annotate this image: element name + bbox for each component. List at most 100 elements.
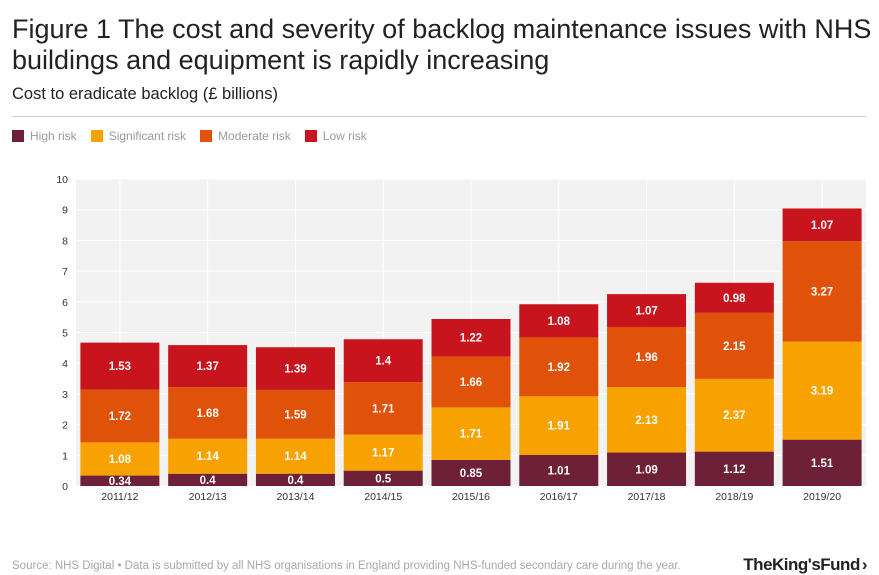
bar-low-risk — [607, 294, 687, 327]
data-label-significant-risk: 1.14 — [196, 451, 219, 463]
data-label-moderate-risk: 1.72 — [109, 411, 131, 423]
bar-low-risk — [782, 208, 862, 242]
data-label-high-risk: 0.34 — [109, 476, 132, 488]
data-label-moderate-risk: 1.68 — [196, 408, 219, 420]
bar-significant-risk — [782, 341, 862, 440]
bar-moderate-risk — [80, 389, 160, 443]
x-tick-label: 2012/13 — [189, 491, 227, 503]
x-tick-label: 2014/15 — [364, 491, 402, 503]
data-label-low-risk: 1.07 — [811, 220, 833, 232]
legend-label-significant-risk: Significant risk — [108, 129, 187, 143]
bar-high-risk — [343, 470, 423, 486]
kings-fund-logo-text: TheKing'sFund — [743, 555, 860, 574]
data-label-moderate-risk: 1.59 — [284, 409, 306, 421]
bar-high-risk — [519, 454, 599, 486]
y-tick-label: 4 — [62, 358, 68, 370]
legend-item-high-risk: High risk — [12, 129, 77, 143]
legend-swatch-significant-risk — [90, 130, 103, 142]
data-label-low-risk: 1.08 — [548, 316, 571, 328]
data-label-high-risk: 0.85 — [460, 468, 483, 480]
data-label-significant-risk: 2.13 — [635, 415, 657, 427]
data-label-high-risk: 0.4 — [287, 475, 304, 487]
y-tick-label: 5 — [62, 328, 68, 340]
bar-moderate-risk — [343, 382, 423, 435]
data-label-moderate-risk: 1.92 — [548, 362, 570, 374]
data-label-significant-risk: 1.08 — [109, 454, 132, 466]
y-tick-label: 6 — [62, 297, 68, 309]
y-tick-label: 8 — [62, 235, 68, 247]
data-label-moderate-risk: 3.27 — [811, 287, 833, 299]
bar-significant-risk — [80, 442, 160, 476]
legend-label-low-risk: Low risk — [322, 129, 367, 143]
x-tick-label: 2019/20 — [803, 491, 841, 503]
bar-high-risk — [80, 475, 160, 486]
legend-swatch-moderate-risk — [200, 130, 213, 142]
data-label-low-risk: 1.07 — [635, 306, 657, 318]
bar-significant-risk — [519, 396, 599, 455]
data-label-moderate-risk: 2.15 — [723, 341, 746, 353]
source-note: Source: NHS Digital • Data is submitted … — [12, 560, 681, 572]
data-label-significant-risk: 3.19 — [811, 386, 833, 398]
bar-high-risk — [782, 439, 862, 486]
chart-title: Figure 1 The cost and severity of backlo… — [12, 14, 872, 75]
bar-high-risk — [607, 452, 687, 486]
bar-high-risk — [431, 459, 511, 486]
bar-low-risk — [343, 339, 423, 383]
legend-item-moderate-risk: Moderate risk — [200, 129, 291, 143]
bar-low-risk — [519, 304, 599, 338]
y-tick-label: 0 — [62, 481, 68, 493]
data-label-low-risk: 1.22 — [460, 333, 482, 345]
bar-moderate-risk — [168, 387, 248, 439]
bar-moderate-risk — [782, 241, 862, 342]
y-tick-label: 10 — [56, 174, 68, 186]
legend-swatch-high-risk — [12, 130, 24, 142]
bar-low-risk — [694, 282, 774, 313]
y-tick-label: 3 — [62, 389, 68, 401]
bar-significant-risk — [168, 438, 248, 474]
x-tick-label: 2016/17 — [540, 491, 578, 503]
data-label-significant-risk: 1.71 — [460, 429, 483, 441]
bar-low-risk — [168, 345, 248, 388]
legend-swatch-low-risk — [304, 130, 317, 142]
legend-label-moderate-risk: Moderate risk — [218, 129, 291, 143]
data-label-low-risk: 1.39 — [284, 364, 306, 376]
data-label-low-risk: 1.4 — [375, 356, 392, 368]
bar-moderate-risk — [519, 337, 599, 397]
stacked-bar-chart: 0.34 1.08 1.72 1.53 0.4 1.14 1.68 1.37 0.4 1.14 1.… — [56, 174, 866, 503]
x-tick-label: 2015/16 — [452, 491, 490, 503]
x-tick-label: 2017/18 — [628, 491, 666, 503]
bar-moderate-risk — [255, 389, 335, 439]
bar-low-risk — [431, 318, 511, 357]
data-label-moderate-risk: 1.71 — [372, 403, 395, 415]
bar-moderate-risk — [607, 326, 687, 388]
data-label-high-risk: 1.09 — [635, 464, 657, 476]
data-label-high-risk: 0.4 — [200, 475, 217, 487]
y-tick-label: 1 — [62, 450, 68, 462]
data-label-moderate-risk: 1.96 — [635, 352, 657, 364]
data-label-high-risk: 1.51 — [811, 458, 834, 470]
legend-item-low-risk: Low risk — [304, 129, 367, 143]
data-label-low-risk: 1.37 — [196, 361, 218, 373]
data-label-moderate-risk: 1.66 — [460, 377, 482, 389]
title-divider — [12, 116, 867, 117]
kings-fund-logo: TheKing'sFund › — [743, 555, 867, 575]
data-label-significant-risk: 1.17 — [372, 448, 394, 460]
bar-moderate-risk — [694, 312, 774, 379]
y-tick-label: 2 — [62, 420, 68, 432]
legend-item-significant-risk: Significant risk — [90, 129, 187, 143]
legend-label-high-risk: High risk — [30, 129, 77, 143]
data-label-high-risk: 1.12 — [723, 464, 745, 476]
data-label-low-risk: 0.98 — [723, 293, 746, 305]
kings-fund-logo-mark: › — [861, 555, 868, 574]
chart-subtitle: Cost to eradicate backlog (£ billions) — [12, 85, 278, 103]
data-label-high-risk: 0.5 — [375, 473, 392, 485]
bar-significant-risk — [694, 378, 774, 452]
bar-low-risk — [255, 347, 335, 390]
x-tick-label: 2018/19 — [715, 491, 753, 503]
bar-significant-risk — [431, 407, 511, 460]
bar-high-risk — [168, 473, 248, 486]
data-label-low-risk: 1.53 — [109, 361, 131, 373]
y-tick-label: 9 — [62, 205, 68, 217]
bar-low-risk — [80, 342, 160, 390]
x-tick-label: 2013/14 — [276, 491, 314, 503]
